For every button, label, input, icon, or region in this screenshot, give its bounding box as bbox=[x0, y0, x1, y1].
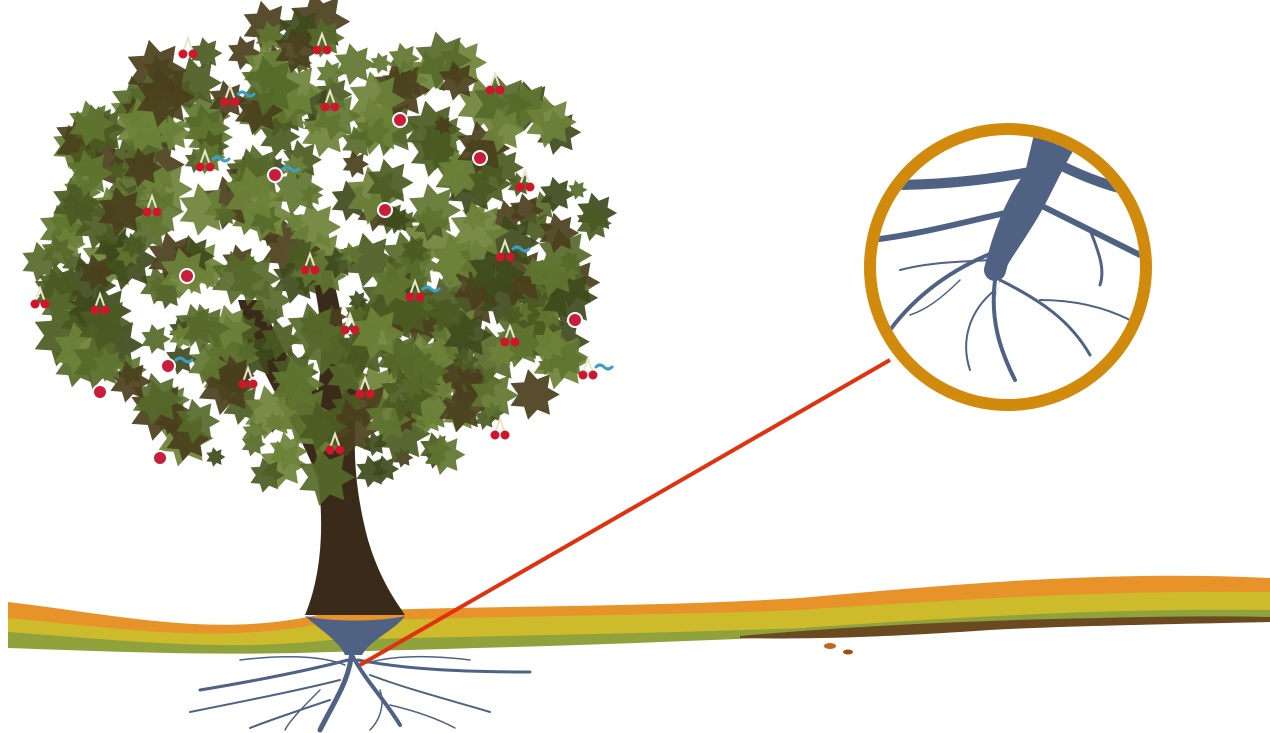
flower bbox=[161, 359, 175, 373]
flower bbox=[378, 203, 392, 217]
cherry bbox=[341, 326, 350, 335]
cherry bbox=[366, 390, 375, 399]
flower bbox=[153, 451, 167, 465]
cherry bbox=[301, 266, 310, 275]
cherry bbox=[196, 163, 205, 172]
cherry bbox=[496, 86, 505, 95]
magnifier bbox=[870, 129, 1150, 405]
cherry bbox=[496, 253, 505, 262]
soil-fleck bbox=[843, 650, 853, 655]
cherry bbox=[579, 371, 588, 380]
cherry bbox=[91, 306, 100, 315]
cherry bbox=[511, 338, 520, 347]
cherry bbox=[321, 103, 330, 112]
cherry bbox=[406, 293, 415, 302]
soil-fleck bbox=[824, 643, 836, 649]
illustration bbox=[0, 0, 1270, 733]
cherry bbox=[331, 103, 340, 112]
cherry bbox=[189, 50, 198, 59]
cherry bbox=[239, 380, 248, 389]
cherry bbox=[313, 46, 322, 55]
flower bbox=[393, 113, 407, 127]
cherry bbox=[323, 46, 332, 55]
cherry bbox=[326, 446, 335, 455]
flower bbox=[93, 385, 107, 399]
cherry bbox=[486, 86, 495, 95]
flower bbox=[180, 269, 194, 283]
cherry bbox=[416, 293, 425, 302]
cherry bbox=[249, 380, 258, 389]
cherry bbox=[506, 253, 515, 262]
cherry bbox=[516, 183, 525, 192]
cherry bbox=[501, 431, 510, 440]
cherry bbox=[143, 208, 152, 217]
cherry bbox=[101, 306, 110, 315]
cherry bbox=[526, 183, 535, 192]
cherry bbox=[179, 50, 188, 59]
cherry bbox=[491, 431, 500, 440]
cherry bbox=[589, 371, 598, 380]
cherry bbox=[351, 326, 360, 335]
cherry bbox=[231, 98, 240, 107]
flower bbox=[473, 151, 487, 165]
cherry bbox=[356, 390, 365, 399]
cherry bbox=[336, 446, 345, 455]
page: (() => { JSON.parse(document.getElementB… bbox=[0, 0, 1270, 733]
cherry bbox=[501, 338, 510, 347]
flower bbox=[568, 313, 582, 327]
flower bbox=[268, 168, 282, 182]
cherry bbox=[31, 300, 40, 309]
cherry bbox=[221, 98, 230, 107]
cherry bbox=[153, 208, 162, 217]
cherry bbox=[311, 266, 320, 275]
cherry bbox=[206, 163, 215, 172]
cherry bbox=[41, 300, 50, 309]
